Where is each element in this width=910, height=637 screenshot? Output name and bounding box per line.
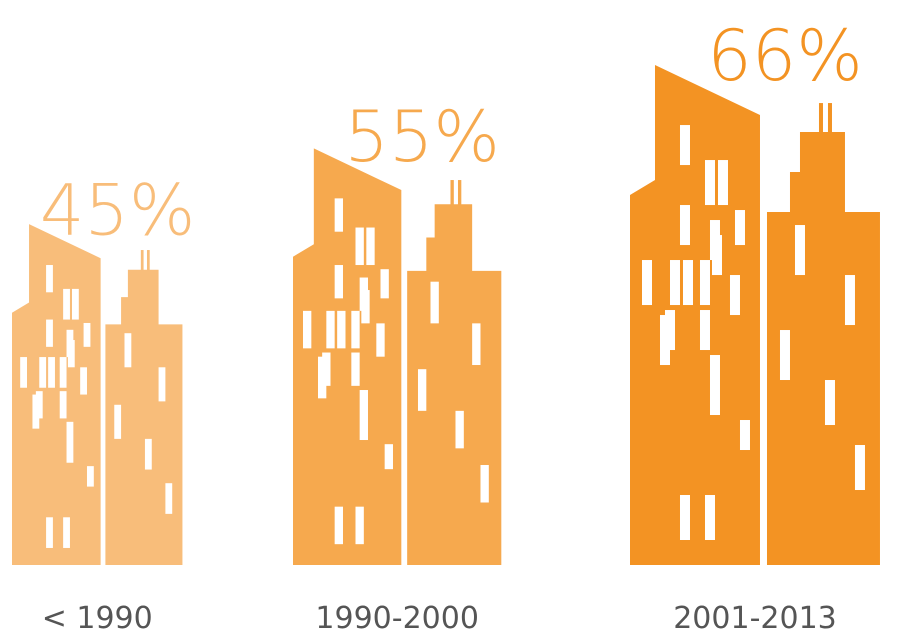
window [46, 319, 53, 347]
window [46, 265, 53, 293]
window [322, 352, 331, 386]
value-label: 55% [344, 96, 500, 178]
window [679, 495, 690, 541]
window [71, 288, 79, 320]
window [66, 421, 74, 463]
window [659, 315, 670, 366]
tower [12, 224, 101, 565]
window [361, 290, 370, 324]
window [355, 227, 364, 266]
window [682, 260, 693, 306]
window [48, 357, 55, 388]
window [366, 227, 375, 266]
window [384, 444, 393, 470]
window [699, 260, 710, 306]
window [711, 235, 722, 276]
window [739, 420, 750, 451]
window [337, 310, 346, 349]
window [63, 288, 70, 320]
window [355, 506, 364, 545]
window [455, 410, 464, 449]
window [709, 355, 720, 416]
building [630, 65, 880, 565]
window [699, 310, 710, 351]
tower [293, 148, 402, 565]
window [854, 445, 865, 491]
window [334, 265, 343, 299]
antenna [140, 250, 144, 271]
building [293, 148, 502, 565]
window [376, 323, 385, 357]
window [669, 260, 680, 306]
antenna [818, 103, 823, 134]
antenna [827, 103, 832, 134]
window [35, 391, 43, 419]
window [729, 275, 740, 316]
window [472, 323, 481, 366]
window [480, 465, 489, 503]
window [144, 438, 152, 470]
antenna [146, 250, 150, 271]
window [63, 517, 70, 548]
window [124, 333, 132, 368]
category-label: 1990-2000 [315, 601, 479, 636]
window [59, 357, 67, 388]
window [114, 404, 122, 439]
window [664, 310, 675, 351]
window [326, 310, 335, 349]
window [679, 205, 690, 246]
category-label: < 1990 [42, 601, 153, 636]
tower [630, 65, 760, 565]
window [351, 352, 360, 386]
window [704, 160, 715, 206]
window [86, 466, 94, 487]
window [679, 125, 690, 166]
window [704, 495, 715, 541]
window [39, 357, 47, 388]
window [824, 380, 835, 426]
window [351, 310, 360, 349]
window [165, 483, 173, 514]
value-label: 45% [40, 169, 196, 251]
window [417, 369, 427, 411]
window [779, 330, 790, 381]
antenna [457, 180, 462, 206]
window [46, 517, 53, 548]
window [83, 322, 91, 347]
window [80, 367, 87, 395]
window [334, 506, 343, 545]
window [717, 160, 728, 206]
window [20, 357, 27, 388]
window [334, 198, 343, 232]
window [641, 260, 652, 306]
window [359, 390, 368, 441]
window [380, 269, 389, 299]
value-label: 66% [707, 15, 863, 97]
window [734, 210, 745, 246]
window [794, 225, 805, 276]
window [59, 391, 67, 419]
window [844, 275, 855, 326]
category-label: 2001-2013 [673, 601, 837, 636]
antenna [450, 180, 454, 206]
window [430, 281, 439, 324]
window [67, 340, 75, 368]
window [302, 310, 312, 349]
window [158, 367, 166, 402]
building [12, 224, 183, 565]
